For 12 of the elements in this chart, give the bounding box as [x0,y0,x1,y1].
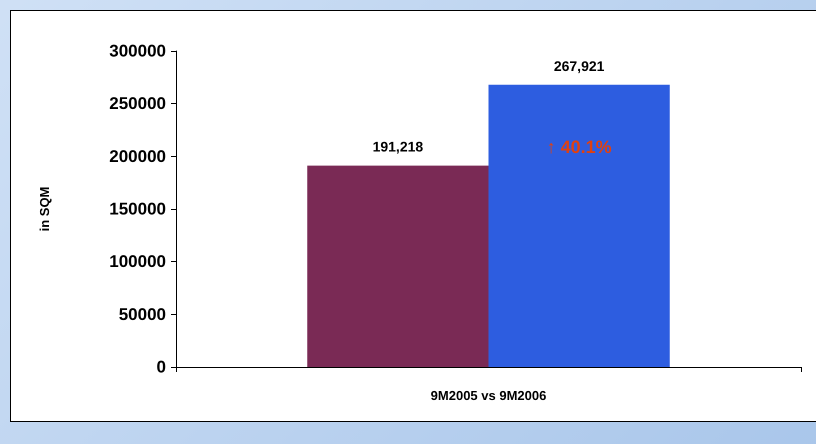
annotation: ↑ 40.1% [546,136,612,157]
x-tick-label: 9M2005 vs 9M2006 [430,388,546,403]
data-label: 267,921 [554,58,605,74]
y-tick-label: 250000 [109,94,166,114]
y-tick-label: 0 [156,358,166,376]
y-tick-label: 150000 [109,200,166,218]
y-tick-label: 100000 [109,252,166,272]
data-label: 191,218 [372,138,424,155]
y-tick-label: 300000 [109,42,166,60]
y-tick-label: 50000 [118,304,166,324]
y-tick-label: 200000 [109,146,166,166]
y-axis-title: in SQM [37,186,52,232]
